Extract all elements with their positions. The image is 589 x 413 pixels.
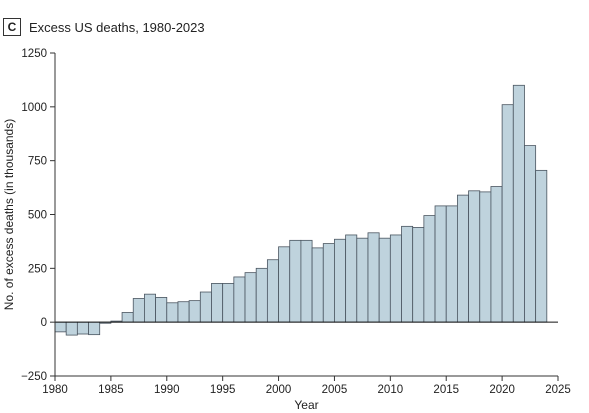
bar-2019	[490, 186, 503, 323]
bar-2003	[311, 247, 324, 323]
x-tick-label: 1985	[98, 384, 124, 396]
bar-2018	[479, 191, 492, 323]
x-tick-label: 2015	[433, 384, 459, 396]
y-tick-label: 0	[41, 317, 47, 329]
x-axis-title: Year	[294, 398, 318, 412]
labels-group: −250 0 250 500 750 1000 1250 1980 1985 1990 1995 20…	[21, 48, 571, 396]
bar-1989	[155, 296, 168, 323]
bar-1992	[188, 300, 201, 323]
bar-2007	[356, 237, 369, 323]
bar-2001	[289, 239, 302, 323]
y-tick-label: 1000	[21, 102, 47, 114]
x-tick-label: 2025	[545, 384, 571, 396]
bar-2020	[501, 104, 514, 323]
bar-2009	[378, 237, 391, 323]
bar-2016	[456, 194, 469, 323]
bar-1982	[76, 321, 89, 335]
bar-2015	[445, 205, 458, 323]
bar-1991	[177, 301, 190, 323]
bar-2004	[322, 243, 335, 323]
x-tick-label: 2020	[489, 384, 515, 396]
bar-2010	[389, 234, 402, 323]
bar-1997	[244, 272, 257, 323]
bar-2017	[468, 190, 481, 323]
bars-group	[54, 84, 548, 336]
bar-2011	[401, 225, 414, 323]
y-axis-title: No. of excess deaths (in thousands)	[2, 119, 16, 310]
bar-2012	[412, 227, 425, 323]
bar-1996	[233, 276, 246, 323]
x-tick-label: 1980	[42, 384, 68, 396]
x-tick-label: 2010	[378, 384, 404, 396]
x-tick-label: 2000	[266, 384, 292, 396]
bar-1999	[266, 259, 279, 323]
bar-1995	[222, 283, 235, 323]
x-tick-label: 1990	[154, 384, 180, 396]
x-tick-label: 2005	[322, 384, 348, 396]
bar-1983	[88, 321, 101, 336]
bar-2013	[423, 215, 436, 323]
bar-2002	[300, 239, 313, 323]
bar-1994	[211, 283, 224, 323]
bar-1981	[65, 321, 78, 336]
y-tick-label: −250	[21, 371, 47, 383]
bar-1990	[166, 302, 179, 323]
axes-group	[50, 52, 559, 381]
panel-header: C Excess US deaths, 1980-2023	[3, 16, 205, 38]
bar-2000	[278, 246, 291, 323]
panel-label-badge: C	[3, 18, 21, 36]
y-tick-label: 1250	[21, 48, 47, 60]
bar-1993	[199, 291, 212, 323]
bar-2005	[334, 238, 347, 323]
bar-2006	[345, 234, 358, 323]
bar-2008	[367, 232, 380, 323]
bar-1987	[132, 298, 145, 323]
y-tick-label: 500	[28, 210, 47, 222]
y-tick-label: 750	[28, 156, 47, 168]
bar-2014	[434, 205, 447, 323]
bar-1988	[144, 293, 156, 323]
chart-title: Excess US deaths, 1980-2023	[29, 19, 205, 35]
bar-2021	[512, 84, 525, 323]
bar-1986	[121, 312, 134, 323]
x-tick-label: 1995	[210, 384, 236, 396]
bar-1980	[54, 321, 67, 333]
y-tick-label: 250	[28, 263, 47, 275]
bar-1998	[255, 267, 268, 323]
bar-2022	[524, 145, 537, 323]
bar-2023	[535, 169, 548, 323]
